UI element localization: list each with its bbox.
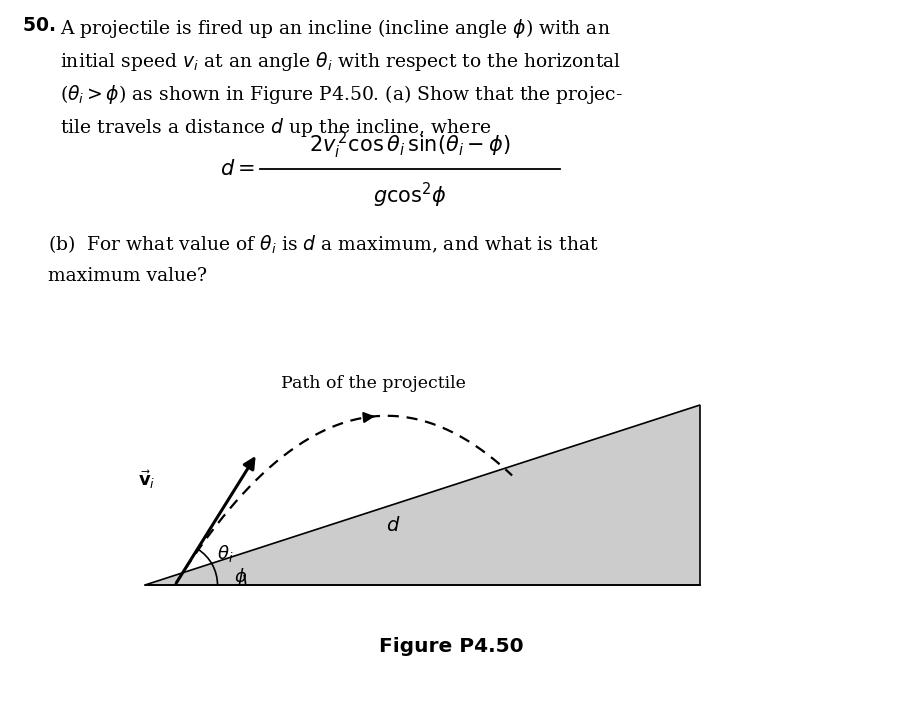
- Text: $\vec{\mathbf{v}}_i$: $\vec{\mathbf{v}}_i$: [138, 469, 155, 491]
- Text: $\mathbf{50.}$: $\mathbf{50.}$: [22, 17, 55, 35]
- Text: ($\theta_i > \phi$) as shown in Figure P4.50. (a) Show that the projec-: ($\theta_i > \phi$) as shown in Figure P…: [60, 83, 622, 106]
- Text: A projectile is fired up an incline (incline angle $\phi$) with an: A projectile is fired up an incline (inc…: [60, 17, 610, 40]
- Text: $d$: $d$: [386, 515, 400, 534]
- Text: (b)  For what value of $\theta_i$ is $d$ a maximum, and what is that: (b) For what value of $\theta_i$ is $d$ …: [48, 234, 598, 257]
- Text: tile travels a distance $d$ up the incline, where: tile travels a distance $d$ up the incli…: [60, 116, 491, 139]
- Text: initial speed $v_i$ at an angle $\theta_i$ with respect to the horizontal: initial speed $v_i$ at an angle $\theta_…: [60, 50, 621, 73]
- Text: Path of the projectile: Path of the projectile: [281, 375, 465, 392]
- Text: $d =$: $d =$: [220, 159, 254, 179]
- Text: maximum value?: maximum value?: [48, 267, 207, 285]
- Text: $\phi$: $\phi$: [235, 566, 247, 588]
- Text: Figure P4.50: Figure P4.50: [379, 638, 523, 657]
- Text: $\theta_i$: $\theta_i$: [216, 542, 233, 563]
- Polygon shape: [145, 404, 699, 585]
- Text: $g\cos^2\!\phi$: $g\cos^2\!\phi$: [373, 180, 446, 209]
- Text: $2v_i^{\,2}\cos\theta_i\,\sin(\theta_i - \phi)$: $2v_i^{\,2}\cos\theta_i\,\sin(\theta_i -…: [308, 129, 511, 160]
